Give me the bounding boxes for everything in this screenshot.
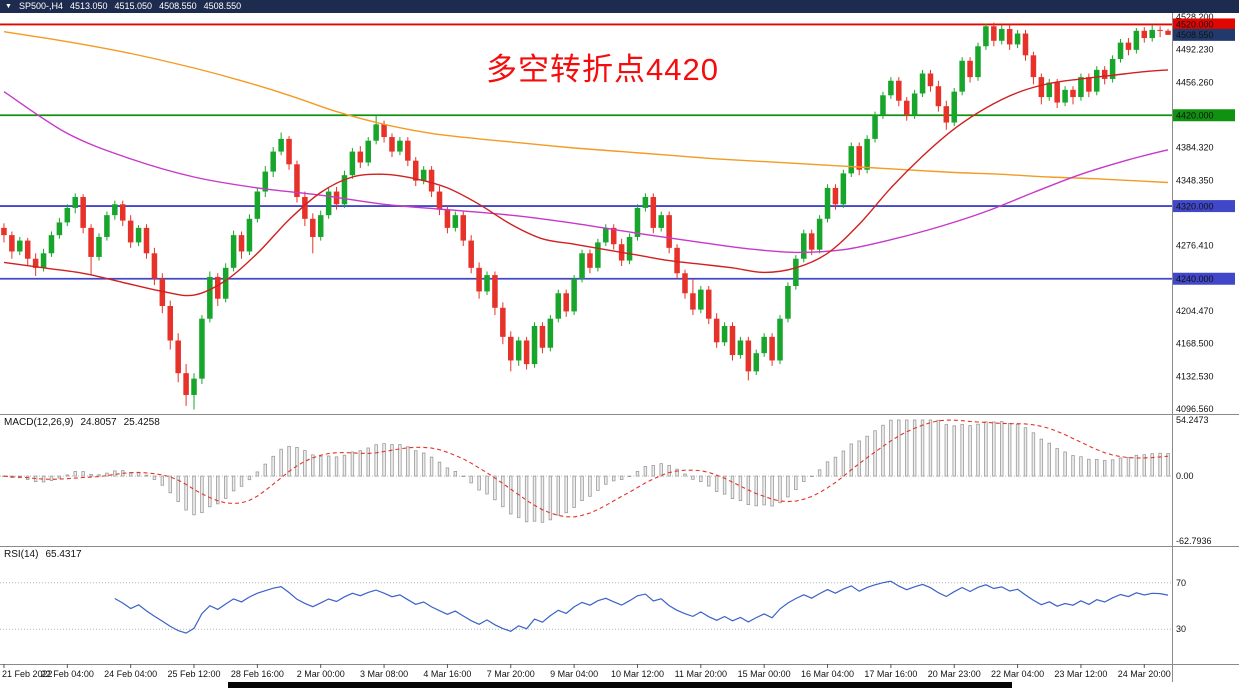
svg-text:4096.560: 4096.560 [1176,404,1214,414]
svg-text:4520.000: 4520.000 [1176,20,1214,30]
rsi-indicator-label: RSI(14) 65.4317 [4,549,89,560]
rsi-name: RSI(14) [4,549,39,560]
chart-text-annotation[interactable]: 多空转折点4420 [486,52,719,87]
price-badge-4320.000 [1173,200,1235,213]
moving-average-medium [3,91,1169,254]
svg-text:25 Feb 12:00: 25 Feb 12:00 [167,669,220,679]
svg-text:4 Mar 16:00: 4 Mar 16:00 [423,669,471,679]
svg-text:4276.410: 4276.410 [1176,241,1214,251]
svg-text:0.00: 0.00 [1176,471,1194,481]
rsi-levels: 70 30 [0,578,1186,634]
svg-text:-62.7936: -62.7936 [1176,536,1212,546]
svg-text:17 Mar 16:00: 17 Mar 16:00 [864,669,917,679]
svg-text:9 Mar 04:00: 9 Mar 04:00 [550,669,598,679]
macd-signal-value: 25.4258 [123,417,160,428]
svg-text:4132.530: 4132.530 [1176,371,1214,381]
svg-text:30: 30 [1176,624,1186,634]
price-badge-4508.550 [1173,28,1235,41]
horizontal-level-lines[interactable] [0,23,1172,280]
svg-text:4168.500: 4168.500 [1176,339,1214,349]
svg-text:23 Mar 12:00: 23 Mar 12:00 [1054,669,1107,679]
svg-text:3 Mar 08:00: 3 Mar 08:00 [360,669,408,679]
svg-text:15 Mar 00:00: 15 Mar 00:00 [738,669,791,679]
svg-text:22 Feb 04:00: 22 Feb 04:00 [41,669,94,679]
svg-text:4456.260: 4456.260 [1176,77,1214,87]
ohlc-low: 4508.550 [159,1,197,11]
svg-text:20 Mar 23:00: 20 Mar 23:00 [928,669,981,679]
chart-title-bar: ▼ SP500-,H4 4513.050 4515.050 4508.550 4… [0,0,1239,13]
macd-indicator-label: MACD(12,26,9) 24.8057 25.4258 [4,417,167,428]
svg-text:2 Mar 00:00: 2 Mar 00:00 [297,669,345,679]
rsi-value: 65.4317 [45,549,82,560]
svg-text:4492.230: 4492.230 [1176,45,1214,55]
macd-name: MACD(12,26,9) [4,417,74,428]
svg-text:24 Feb 04:00: 24 Feb 04:00 [104,669,157,679]
svg-text:4508.550: 4508.550 [1176,30,1214,40]
ohlc-high: 4515.050 [114,1,153,11]
svg-text:4420.000: 4420.000 [1176,110,1214,120]
price-badge-4420.000 [1173,109,1235,122]
svg-text:4204.470: 4204.470 [1176,306,1214,316]
symbol-period-label: SP500-,H4 [18,1,63,11]
svg-text:10 Mar 12:00: 10 Mar 12:00 [611,669,664,679]
svg-text:4240.000: 4240.000 [1176,274,1214,284]
svg-text:22 Mar 04:00: 22 Mar 04:00 [991,669,1044,679]
svg-text:28 Feb 16:00: 28 Feb 16:00 [231,669,284,679]
svg-text:16 Mar 04:00: 16 Mar 04:00 [801,669,854,679]
macd-histogram [2,419,1170,523]
svg-text:4320.000: 4320.000 [1176,201,1214,211]
svg-text:4384.320: 4384.320 [1176,143,1214,153]
moving-average-fast [3,69,1169,297]
candlestick-series [1,22,1171,410]
ohlc-close: 4508.550 [203,1,242,11]
moving-average-slow [3,31,1169,184]
svg-text:4348.350: 4348.350 [1176,175,1214,185]
price-badge-4520.000 [1173,18,1235,31]
symbol-dropdown-icon[interactable]: ▼ [5,3,12,10]
svg-text:4528.200: 4528.200 [1176,12,1214,22]
macd-value: 24.8057 [80,417,117,428]
svg-text:21 Feb 2022: 21 Feb 2022 [2,669,53,679]
svg-text:7 Mar 20:00: 7 Mar 20:00 [487,669,535,679]
price-badge-4240.000 [1173,272,1235,285]
svg-text:11 Mar 20:00: 11 Mar 20:00 [675,669,727,679]
ohlc-open: 4513.050 [69,1,108,11]
macd-signal-line [3,419,1169,518]
rsi-line [114,580,1169,634]
price-axis[interactable]: 4528.200 4492.230 4456.260 4384.320 4348.350… [1172,12,1236,682]
svg-text:24 Mar 20:00: 24 Mar 20:00 [1118,669,1171,679]
bottom-black-bar [228,682,1012,688]
macd-axis: 54.2473 0.00 -62.7936 [1176,415,1212,546]
svg-text:54.2473: 54.2473 [1176,415,1209,425]
svg-text:70: 70 [1176,578,1186,588]
